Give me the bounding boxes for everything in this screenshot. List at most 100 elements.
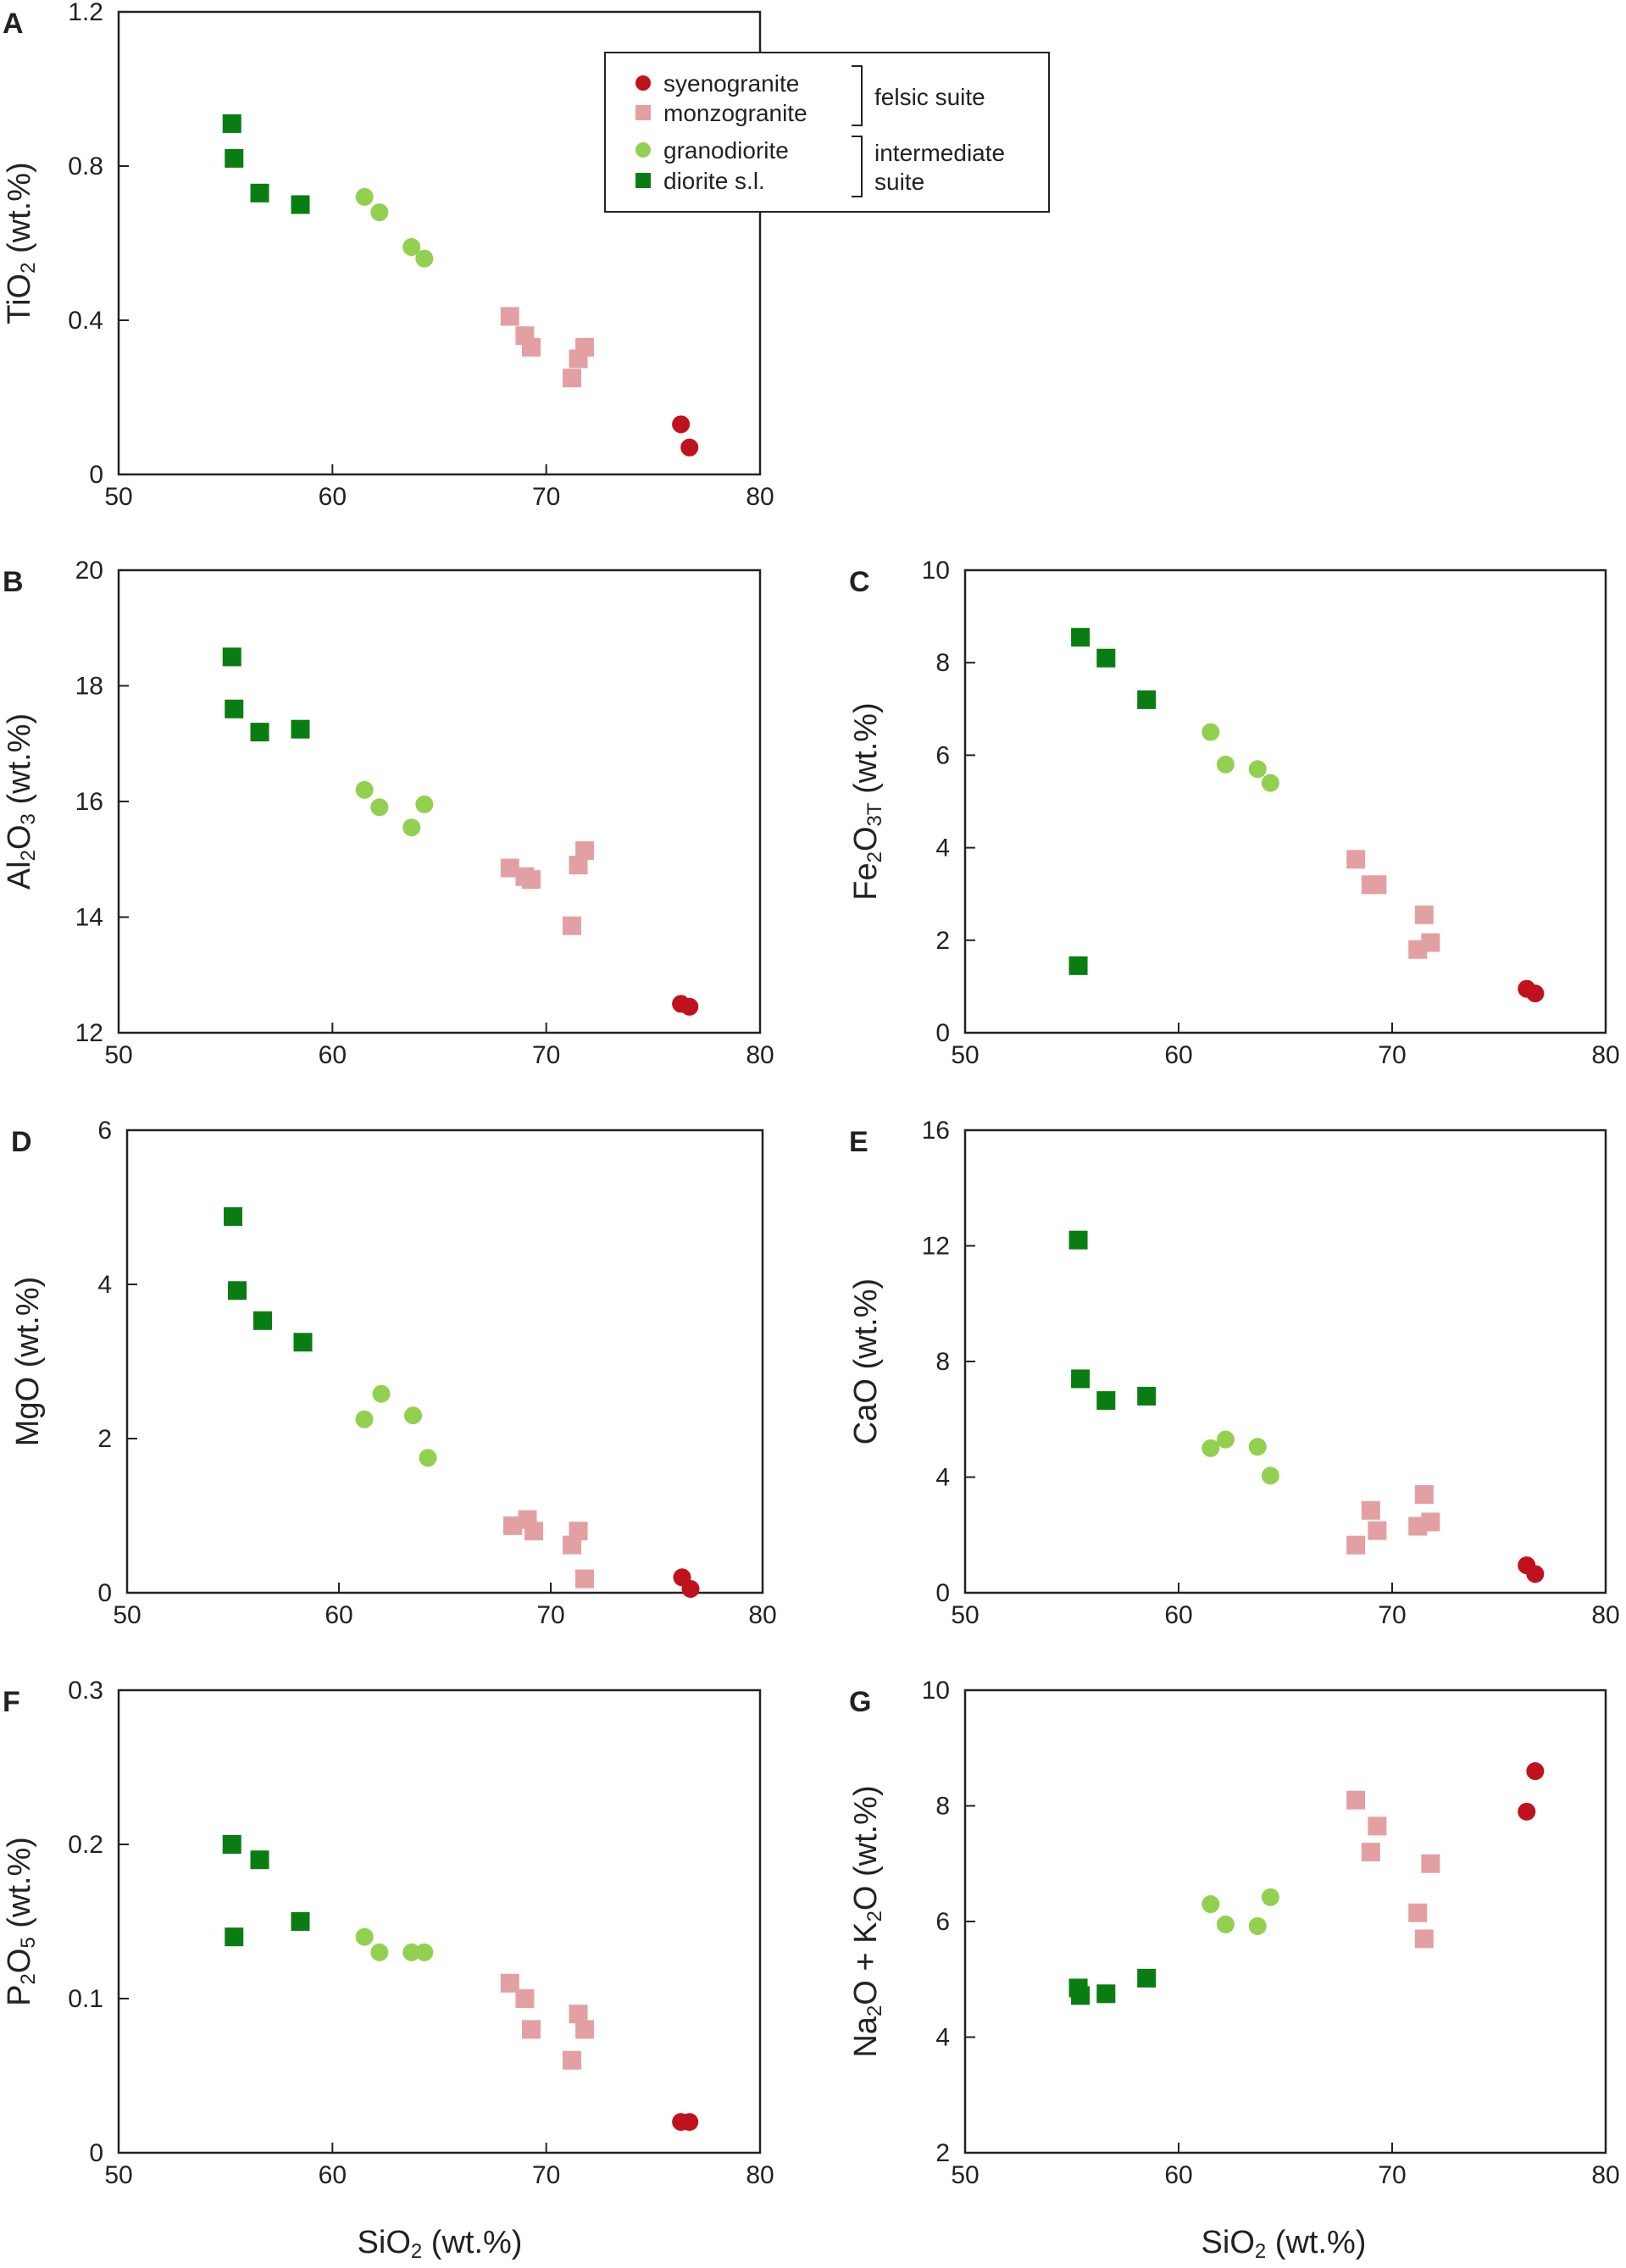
- point-granodiorite: [1261, 1888, 1279, 1906]
- point-diorite: [1071, 1986, 1090, 2005]
- y-tick-label-c-5: 10: [922, 557, 950, 585]
- point-granodiorite: [1261, 1467, 1279, 1485]
- point-monzogranite: [1361, 1500, 1380, 1520]
- legend-marker-monzogranite: [635, 105, 651, 120]
- point-monzogranite: [522, 337, 541, 357]
- point-granodiorite: [1201, 723, 1220, 741]
- point-monzogranite: [500, 858, 519, 878]
- x-tick-label-g-1: 60: [1164, 2161, 1192, 2189]
- point-monzogranite: [1346, 850, 1366, 869]
- point-diorite: [253, 1311, 272, 1330]
- point-diorite: [1068, 1230, 1088, 1250]
- point-monzogranite: [575, 337, 595, 357]
- y-axis-label-part: 2: [17, 263, 40, 274]
- y-tick-label-c-0: 0: [935, 1019, 950, 1047]
- point-diorite: [1137, 1968, 1157, 1988]
- legend-item-diorite: diorite s.l.: [635, 168, 765, 194]
- point-monzogranite: [524, 1522, 543, 1541]
- x-tick-label-d-3: 80: [748, 1601, 776, 1629]
- point-syenogranite: [680, 438, 699, 457]
- legend-marker-granodiorite: [635, 142, 651, 158]
- point-syenogranite: [1518, 1802, 1536, 1821]
- point-syenogranite: [680, 2113, 699, 2132]
- y-axis-label-e: CaO (wt.%): [848, 1278, 884, 1445]
- x-tick-label-d-2: 70: [536, 1601, 564, 1629]
- point-diorite: [250, 723, 269, 742]
- point-diorite: [1096, 1984, 1116, 2004]
- legend-marker-diorite: [635, 173, 651, 188]
- x-tick-label-g-3: 80: [1591, 2161, 1619, 2189]
- point-diorite: [293, 1333, 313, 1352]
- legend-label-monzogranite: monzogranite: [663, 100, 807, 126]
- point-granodiorite: [372, 1384, 391, 1403]
- point-granodiorite: [402, 238, 421, 257]
- legend-label-syenogranite: syenogranite: [663, 70, 799, 97]
- chart-panel-e: E 50 60 70 80 0 4 8 12 16 CaO (wt.%): [848, 1117, 1620, 1629]
- plot-frame-c: [963, 568, 1607, 1034]
- y-axis-label-part: P: [2, 1985, 37, 2006]
- point-diorite: [225, 699, 244, 718]
- plot-frame-f: [117, 1689, 762, 2154]
- point-monzogranite: [1421, 933, 1440, 952]
- panel-label-e: E: [849, 1126, 868, 1158]
- point-monzogranite: [569, 2005, 588, 2024]
- point-granodiorite: [1216, 1915, 1235, 1933]
- point-diorite: [250, 1850, 269, 1870]
- y-tick-label-a-2: 0.8: [68, 152, 103, 180]
- x-tick-label-b-2: 70: [532, 1041, 560, 1069]
- y-tick-label-f-3: 0.3: [68, 1677, 103, 1705]
- y-axis-label-part: TiO: [2, 274, 37, 324]
- point-monzogranite: [522, 870, 541, 890]
- point-diorite: [228, 1281, 247, 1300]
- point-monzogranite: [1421, 1512, 1440, 1532]
- point-monzogranite: [569, 1522, 588, 1541]
- x-tick-label-c-2: 70: [1378, 1041, 1406, 1069]
- x-tick-label-g-0: 50: [951, 2161, 979, 2189]
- point-monzogranite: [503, 1516, 522, 1535]
- point-granodiorite: [1248, 760, 1267, 779]
- x-tick-label-a-1: 60: [319, 483, 347, 511]
- point-monzogranite: [1414, 1929, 1434, 1949]
- x-tick-label-e-1: 60: [1164, 1601, 1192, 1629]
- point-monzogranite: [1368, 1521, 1387, 1540]
- y-tick-label-g-1: 4: [935, 2024, 950, 2052]
- y-axis-label-part: 5: [17, 1937, 40, 1948]
- point-granodiorite: [355, 780, 374, 799]
- panel-label-c: C: [849, 566, 870, 598]
- y-axis-label-b: Al2O3 (wt.%): [2, 713, 40, 890]
- x-tick-label-b-1: 60: [319, 1041, 347, 1069]
- x-axis-label-left: SiO2 (wt.%): [358, 2225, 523, 2263]
- y-tick-label-b-0: 12: [75, 1019, 103, 1047]
- y-tick-label-b-4: 20: [75, 557, 103, 585]
- x-tick-label-e-0: 50: [951, 1601, 979, 1629]
- point-granodiorite: [404, 1406, 422, 1425]
- point-diorite: [1137, 690, 1157, 709]
- point-granodiorite: [1201, 1895, 1220, 1914]
- y-axis-label-part: Fe: [848, 862, 884, 900]
- y-axis-label-part: CaO (wt.%): [848, 1278, 884, 1445]
- y-tick-label-a-0: 0: [89, 461, 103, 489]
- chart-panel-d: D 50 60 70 80 0 2 4 6 MgO (wt.%): [10, 1117, 777, 1629]
- plot-frame-a: [117, 10, 762, 476]
- y-tick-label-c-3: 6: [935, 741, 950, 769]
- point-monzogranite: [500, 1973, 519, 1993]
- y-axis-label-part: (wt.%): [2, 1837, 37, 1937]
- panel-label-f: F: [3, 1686, 20, 1718]
- panel-label-g: G: [849, 1686, 871, 1718]
- y-tick-label-c-2: 4: [935, 835, 950, 862]
- y-tick-label-g-0: 2: [935, 2139, 950, 2167]
- y-tick-label-a-1: 0.4: [68, 307, 103, 335]
- legend-marker-syenogranite: [635, 75, 651, 91]
- point-monzogranite: [1414, 1484, 1434, 1504]
- point-diorite: [250, 183, 269, 202]
- point-monzogranite: [575, 2020, 595, 2039]
- legend-group-intermediate-line1: intermediate: [874, 140, 1005, 166]
- y-axis-label-part: (wt.%): [2, 713, 37, 813]
- x-tick-label-f-1: 60: [319, 2161, 347, 2189]
- y-axis-label-part: Na: [848, 2016, 884, 2057]
- y-tick-label-c-1: 2: [935, 927, 950, 955]
- y-tick-label-g-3: 8: [935, 1793, 950, 1821]
- y-axis-label-part: 3T: [863, 802, 886, 826]
- point-monzogranite: [562, 369, 581, 388]
